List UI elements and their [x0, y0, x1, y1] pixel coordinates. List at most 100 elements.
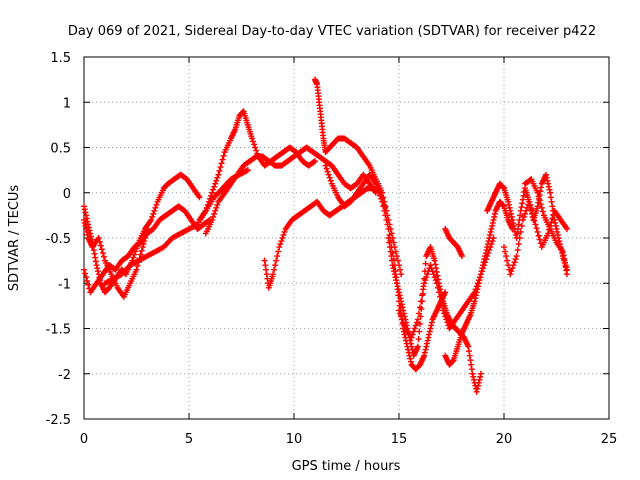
data-point [512, 256, 519, 263]
data-point [244, 167, 251, 174]
data-point [205, 198, 212, 205]
data-point [422, 277, 429, 284]
y-tick-label: -1.5 [46, 323, 71, 338]
y-tick-label: -2.5 [46, 413, 71, 428]
data-point [386, 231, 393, 238]
data-point [501, 244, 507, 251]
data-point [432, 277, 439, 284]
data-point [100, 253, 107, 260]
data-point [524, 204, 531, 211]
data-point [85, 281, 92, 288]
data-point [274, 253, 281, 260]
data-point [202, 207, 209, 214]
data-point [408, 334, 415, 341]
data-point [324, 168, 331, 175]
y-tick-label: 1.5 [50, 51, 71, 66]
data-point [435, 289, 442, 296]
data-point [430, 271, 437, 278]
data-point [377, 192, 384, 199]
x-axis-ticks: 0 5 10 15 20 25 [80, 57, 617, 447]
data-point [534, 189, 541, 196]
data-point [412, 322, 419, 329]
data-point [416, 328, 423, 335]
data-point [378, 195, 385, 202]
data-point [537, 201, 544, 208]
data-point [399, 316, 406, 323]
y-axis-label: SDTVAR / TECUs [7, 185, 22, 292]
data-point [409, 331, 416, 338]
data-point [81, 266, 87, 273]
x-tick-label: 10 [286, 432, 303, 447]
data-point [516, 235, 523, 241]
y-tick-label: 0 [63, 187, 71, 202]
data-point [428, 265, 435, 272]
plot-frame [83, 56, 610, 420]
data-point [509, 265, 516, 272]
data-point [422, 260, 429, 267]
data-point [538, 204, 545, 211]
data-point [417, 320, 423, 327]
data-point [383, 216, 390, 223]
data-point [214, 201, 221, 208]
data-point [539, 208, 546, 215]
data-point [217, 164, 224, 171]
data-point [534, 228, 541, 235]
data-point [438, 298, 444, 305]
data-point [209, 189, 216, 196]
data-point [278, 238, 285, 245]
data-point [373, 183, 380, 190]
data-point [213, 204, 220, 211]
data-point [270, 271, 276, 278]
data-point [423, 274, 430, 281]
data-point [144, 225, 150, 232]
data-point [443, 316, 450, 323]
data-point [417, 313, 424, 320]
data-point [204, 201, 211, 208]
data-point [504, 257, 511, 264]
data-point [414, 316, 421, 323]
data-point [152, 204, 159, 211]
data-point [210, 213, 217, 220]
data-point [533, 225, 540, 232]
data-point [99, 250, 106, 257]
data-point [252, 144, 259, 151]
data-point [322, 162, 329, 169]
data-point [528, 206, 535, 213]
data-point [211, 183, 218, 190]
data-point [149, 213, 156, 220]
data-point [424, 271, 431, 278]
data-point [277, 241, 284, 248]
data-point [536, 236, 543, 243]
data-point [401, 322, 408, 329]
data-point [271, 266, 278, 273]
x-tick-label: 5 [185, 432, 193, 447]
data-point [251, 141, 258, 148]
data-point [436, 293, 443, 300]
data-point [415, 310, 422, 317]
data-point [153, 201, 160, 208]
data-point [515, 241, 522, 248]
data-point [138, 247, 145, 254]
series-arc-3 [81, 216, 150, 300]
data-point [434, 284, 441, 291]
data-point [385, 225, 392, 232]
data-point [421, 280, 428, 287]
data-point [211, 210, 218, 217]
data-point [459, 253, 465, 260]
data-point [530, 213, 537, 220]
data-point [502, 248, 509, 255]
series-arc-14 [484, 171, 570, 273]
data-point [535, 193, 542, 200]
data-point [326, 174, 333, 181]
data-point [394, 257, 401, 264]
data-point [93, 262, 100, 269]
data-point [196, 194, 203, 201]
data-point [208, 192, 215, 199]
series-arc-2 [81, 203, 213, 296]
data-point [442, 313, 449, 320]
data-point [439, 302, 446, 309]
data-point [433, 280, 440, 287]
data-point [273, 257, 280, 264]
series-arc-15 [501, 198, 570, 278]
data-point [376, 189, 383, 196]
